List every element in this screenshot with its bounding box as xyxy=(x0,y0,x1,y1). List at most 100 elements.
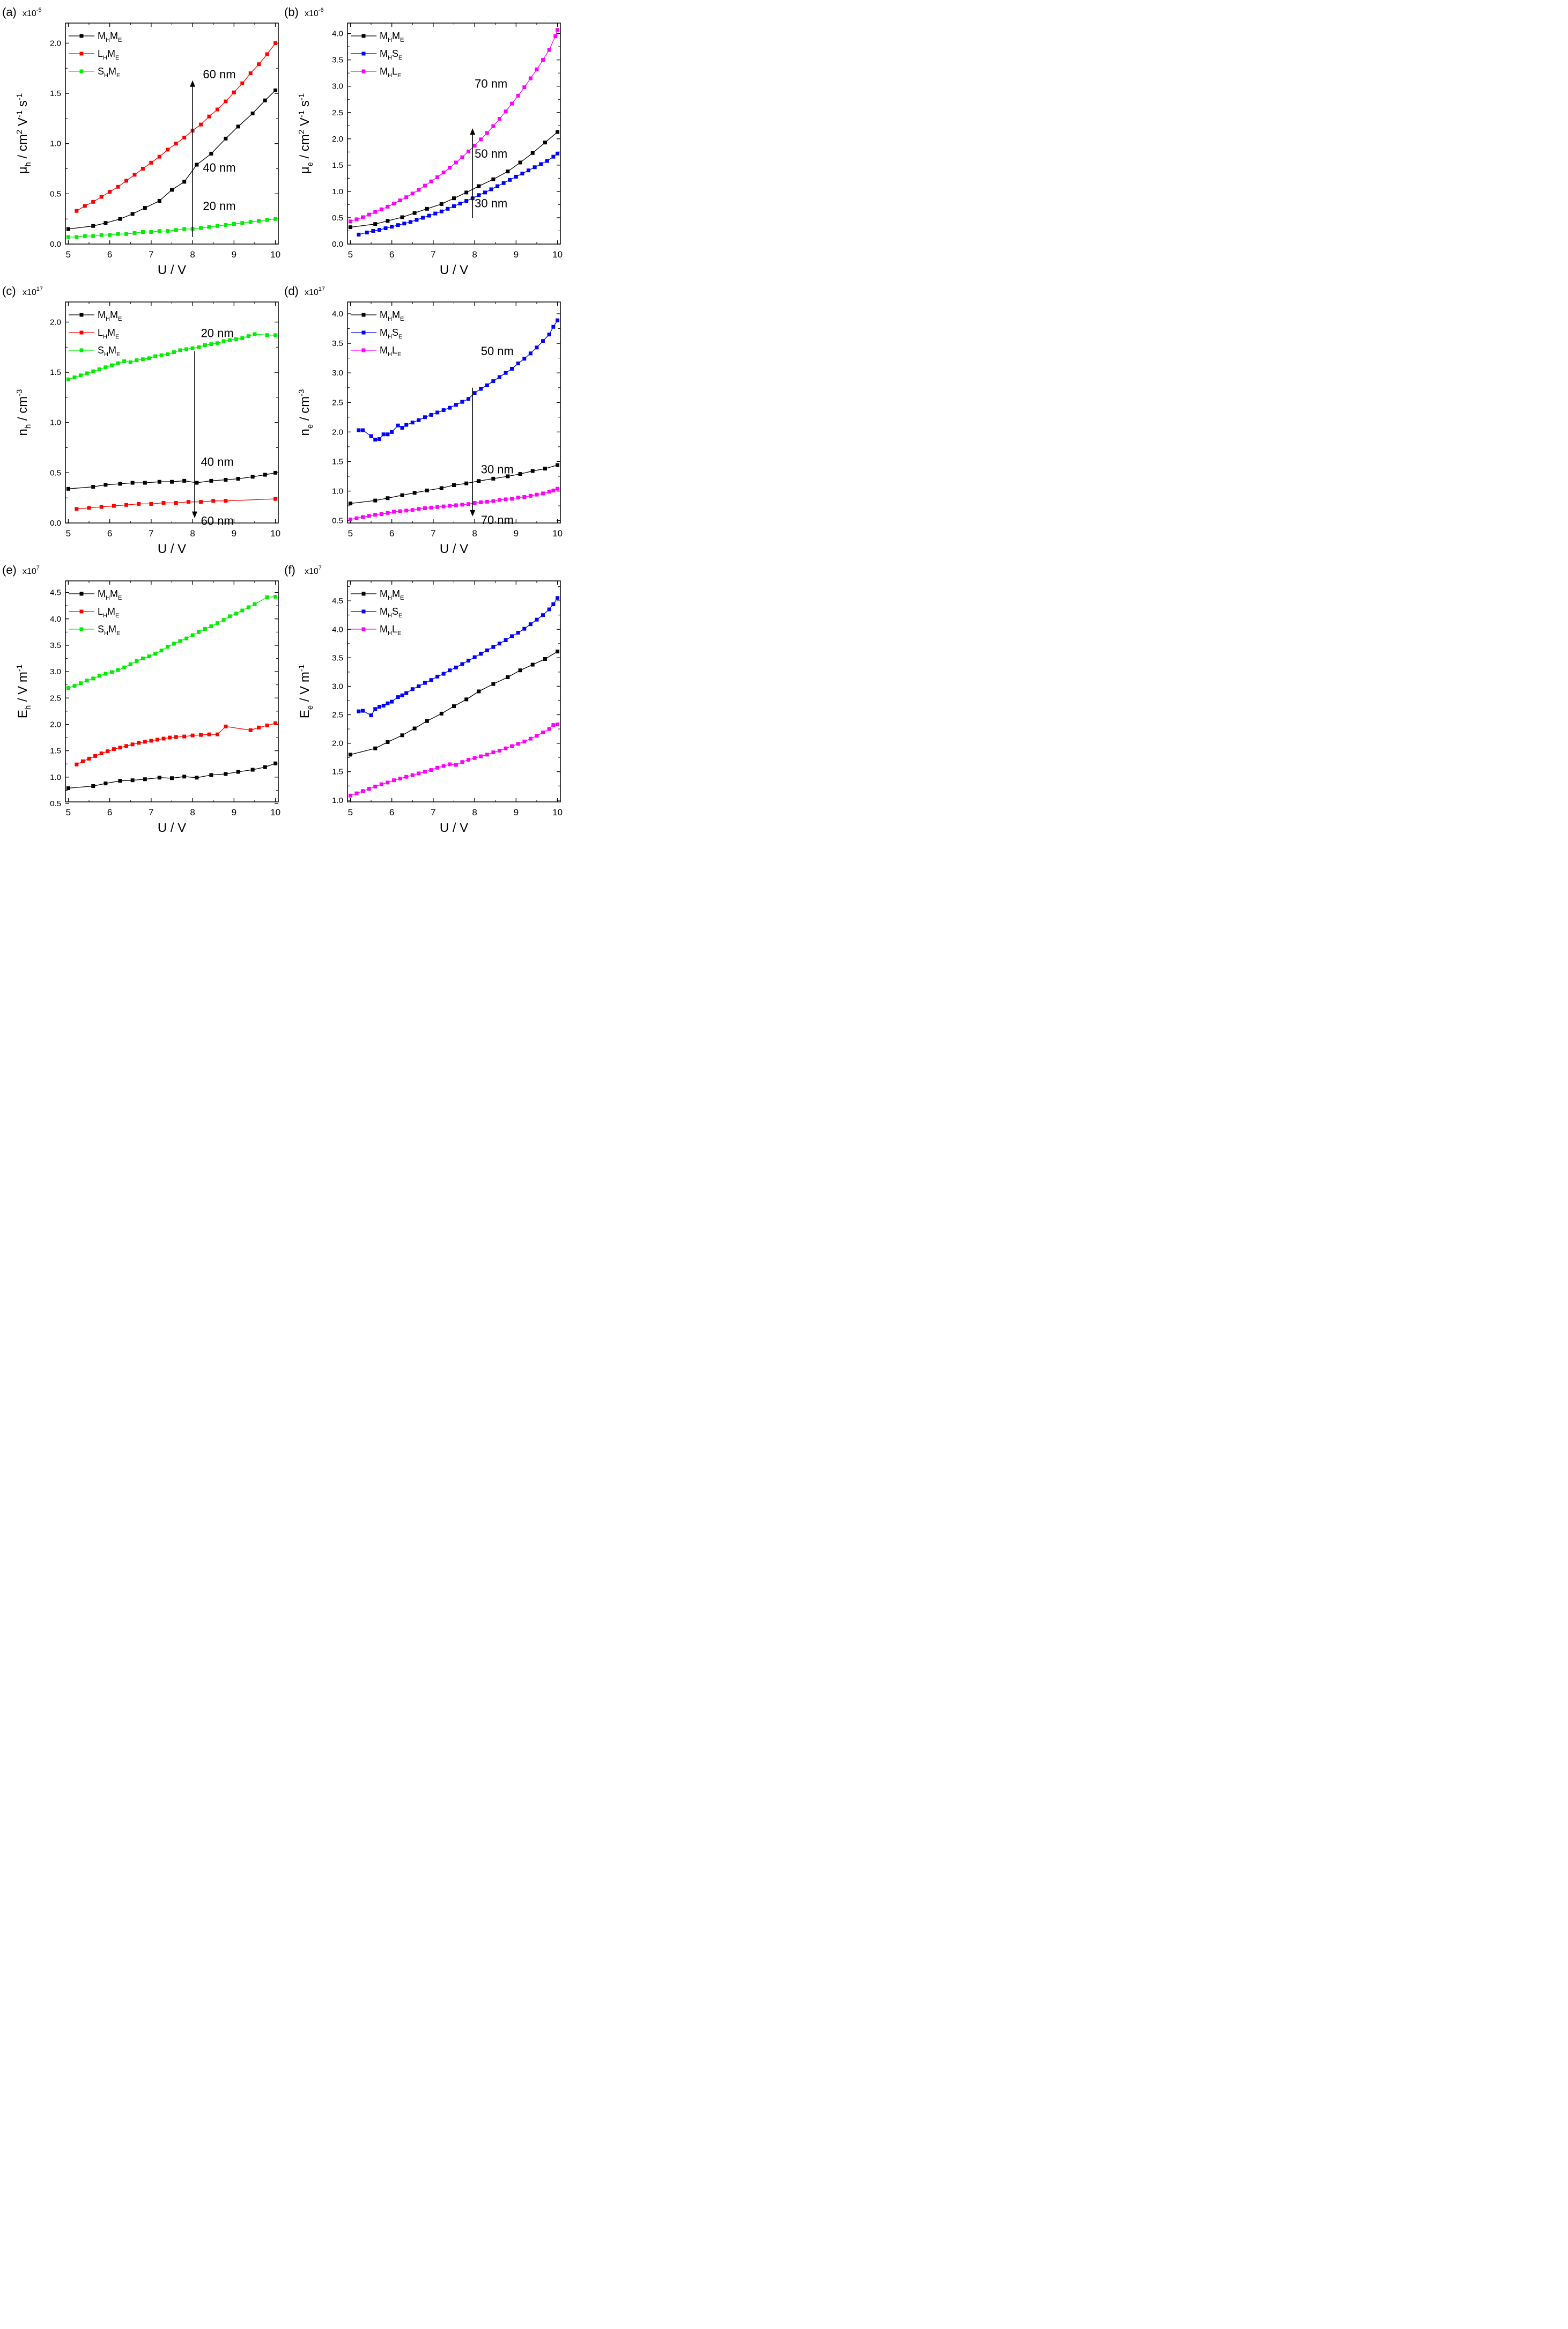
data-point xyxy=(265,52,269,56)
y-label-superscript: -3 xyxy=(15,389,24,396)
data-point xyxy=(143,481,147,485)
data-point xyxy=(472,501,477,505)
data-point xyxy=(535,67,539,71)
data-point xyxy=(541,58,545,62)
x-tick-label: 8 xyxy=(472,249,477,260)
data-point xyxy=(91,224,95,228)
data-point xyxy=(159,353,164,357)
multiplier-exponent: -6 xyxy=(319,7,324,13)
data-point xyxy=(236,770,240,774)
data-point xyxy=(153,652,158,656)
data-point xyxy=(495,184,500,188)
data-point xyxy=(135,659,139,663)
y-tick-label: 0.5 xyxy=(50,799,61,808)
y-tick-label: 0.5 xyxy=(332,213,343,223)
data-point xyxy=(479,387,483,391)
y-tick-label: 4.0 xyxy=(332,625,343,634)
data-point xyxy=(439,209,443,213)
data-point xyxy=(439,711,443,716)
y-tick-label: 2.0 xyxy=(50,318,61,327)
data-point xyxy=(506,474,510,478)
series-line xyxy=(68,90,276,230)
data-point xyxy=(392,510,396,514)
data-point xyxy=(400,215,404,219)
legend-main: M xyxy=(380,345,388,356)
legend-main: M xyxy=(110,588,118,599)
y-label-text: s xyxy=(298,100,312,110)
legend-marker xyxy=(361,627,366,631)
series-0 xyxy=(348,130,560,230)
legend-item: MHSE xyxy=(351,606,402,619)
legend-main: M xyxy=(110,309,118,320)
data-point xyxy=(516,496,520,500)
data-point xyxy=(348,517,352,521)
series-1 xyxy=(75,41,278,213)
legend-main: M xyxy=(107,606,115,617)
annotation-label: 50 nm xyxy=(475,147,507,160)
data-point xyxy=(184,347,189,351)
y-label-symbol: E xyxy=(298,710,312,718)
data-point xyxy=(369,713,373,718)
data-point xyxy=(429,412,433,417)
data-point xyxy=(435,674,440,679)
data-point xyxy=(535,492,539,497)
data-point xyxy=(128,662,132,666)
y-tick-label: 1.0 xyxy=(332,487,343,496)
x-tick-label: 5 xyxy=(66,528,71,539)
data-point xyxy=(435,175,440,179)
data-point xyxy=(423,415,427,419)
data-point xyxy=(516,93,520,98)
data-point xyxy=(118,746,122,750)
y-label-subscript: h xyxy=(24,705,33,710)
y-axis-label: μe / cm2 V-1 s-1 xyxy=(297,93,315,174)
legend-item: SHME xyxy=(69,345,120,358)
data-point xyxy=(491,750,495,755)
y-label-superscript: -1 xyxy=(15,665,24,672)
x-tick-label: 9 xyxy=(232,249,236,260)
legend-label: MHSE xyxy=(380,327,402,340)
data-point xyxy=(390,699,394,704)
data-point xyxy=(435,765,440,770)
data-point xyxy=(174,142,178,146)
data-point xyxy=(224,772,228,776)
data-point xyxy=(178,639,182,643)
multiplier-exponent: -5 xyxy=(36,7,42,13)
data-point xyxy=(381,704,386,708)
legend-main: M xyxy=(380,327,388,338)
legend-label: MHME xyxy=(98,31,122,43)
y-label-symbol: n xyxy=(298,429,312,436)
y-label-text: V xyxy=(298,117,312,130)
y-tick-label: 2.0 xyxy=(332,739,343,748)
data-point xyxy=(454,160,458,165)
data-point xyxy=(72,684,77,688)
y-label-symbol: μ xyxy=(16,166,30,174)
data-point xyxy=(390,430,394,434)
data-point xyxy=(228,614,232,618)
legend-item: LHME xyxy=(69,606,119,619)
y-tick-label: 0.0 xyxy=(50,240,61,249)
data-point xyxy=(373,438,378,442)
data-point xyxy=(404,508,409,513)
data-point xyxy=(110,363,114,367)
data-point xyxy=(373,222,378,226)
data-point xyxy=(383,226,388,231)
data-point xyxy=(232,90,236,94)
panel-label: (e) xyxy=(2,563,17,577)
legend-sub: H xyxy=(104,351,108,358)
legend-sub: H xyxy=(104,630,108,637)
data-point xyxy=(209,478,213,483)
legend-main: S xyxy=(392,327,398,338)
data-point xyxy=(172,350,176,355)
x-axis-label: U / V xyxy=(158,542,186,556)
legend-sub: E xyxy=(398,334,402,340)
data-point xyxy=(369,434,373,438)
y-label-subscript: e xyxy=(306,162,315,166)
data-point xyxy=(506,675,510,679)
legend-main: M xyxy=(380,48,388,59)
panel-label: (b) xyxy=(284,5,299,19)
legend-main: M xyxy=(380,588,388,599)
data-point xyxy=(528,622,532,627)
legend-sub: E xyxy=(118,595,122,601)
data-point xyxy=(396,223,400,227)
